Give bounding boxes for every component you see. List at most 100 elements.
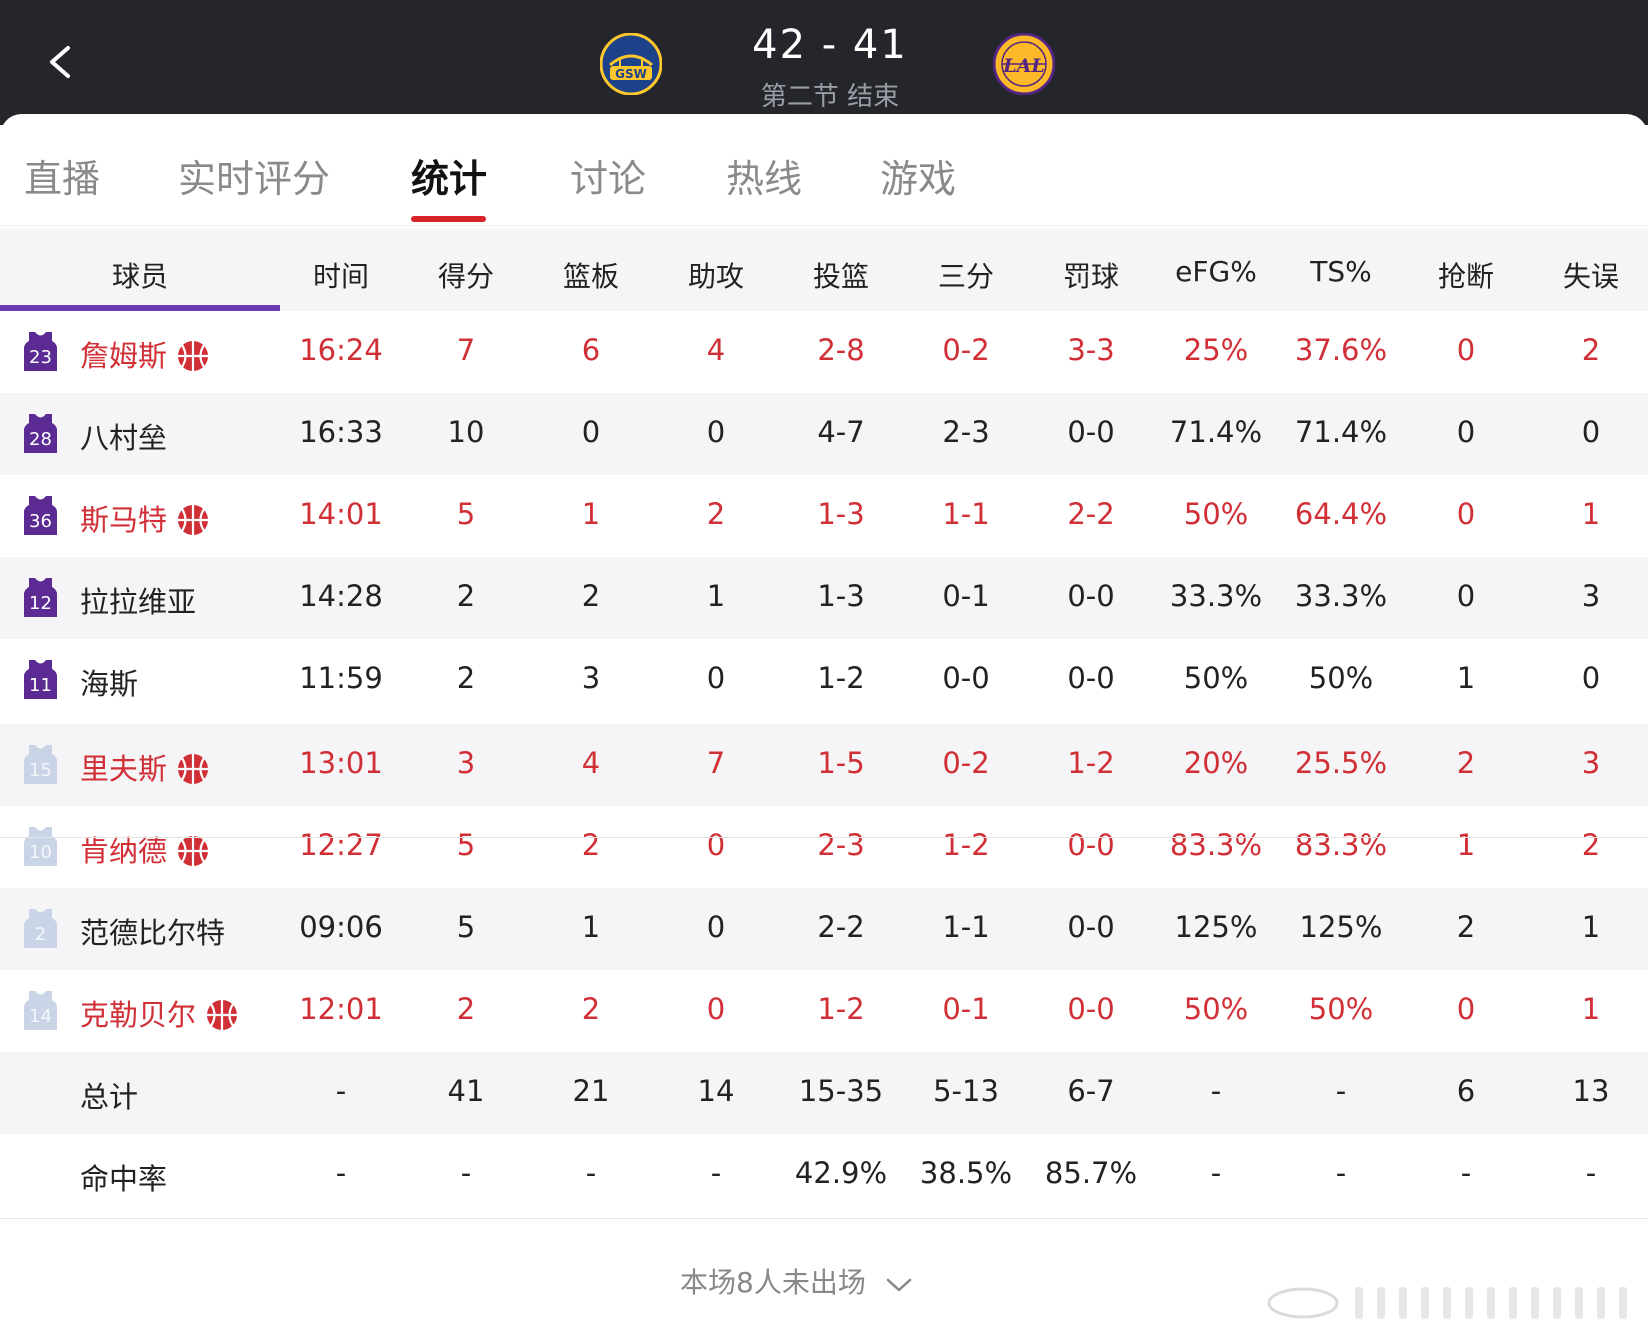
- lal-team-logo[interactable]: LAL: [992, 32, 1056, 96]
- stat-ts: 25.5%: [1294, 746, 1388, 780]
- header-turnovers[interactable]: 失误: [1562, 260, 1619, 293]
- stat-assists: 14: [697, 1074, 735, 1108]
- header-ts[interactable]: TS%: [1310, 255, 1372, 288]
- table-header: 球员 时间 得分 篮板 助攻 投篮 三分 罚球 eFG% TS% 抢断 失误: [0, 229, 1648, 311]
- chevron-down-icon: [885, 1268, 913, 1301]
- header-3pt[interactable]: 三分: [937, 260, 994, 293]
- stat-ts: 71.4%: [1294, 415, 1388, 449]
- table-row[interactable]: 2 范德比尔特 09:06 5 1 0 2-2 1-1 0-0 125% 125% 2 1: [0, 888, 1648, 970]
- header-points[interactable]: 得分: [437, 260, 494, 293]
- stat-points: 41: [447, 1074, 485, 1108]
- stat-3pt: 2-3: [942, 415, 990, 449]
- header-minutes[interactable]: 时间: [312, 260, 369, 293]
- player-name-text: 海斯: [80, 667, 139, 701]
- stat-minutes: 14:28: [299, 579, 383, 613]
- stat-minutes: -: [335, 1156, 347, 1190]
- header-player[interactable]: 球员: [111, 260, 168, 293]
- stat-rebounds: 4: [581, 746, 601, 780]
- tab-live[interactable]: 直播: [24, 157, 101, 201]
- svg-text:2: 2: [35, 924, 46, 945]
- stat-fg: 4-7: [817, 415, 865, 449]
- stat-3pt: 0-1: [942, 579, 990, 613]
- player-name[interactable]: 拉拉维亚: [80, 579, 196, 621]
- stat-points: 2: [456, 661, 476, 695]
- basketball-icon: [206, 999, 238, 1031]
- tab-stats[interactable]: 统计: [411, 157, 488, 201]
- svg-text:15: 15: [29, 760, 52, 781]
- player-name[interactable]: 海斯: [80, 661, 138, 703]
- back-icon[interactable]: [40, 40, 84, 84]
- footer-divider: [0, 1218, 1648, 1219]
- game-score: 42 - 41: [752, 22, 908, 68]
- stat-fg: 2-3: [817, 828, 865, 862]
- lal-logo-text: LAL: [1002, 55, 1044, 77]
- stat-ts: 64.4%: [1294, 497, 1388, 531]
- jersey-icon: 2: [23, 908, 58, 948]
- header-assists[interactable]: 助攻: [687, 260, 744, 293]
- player-name[interactable]: 斯马特: [80, 497, 209, 539]
- not-played-toggle[interactable]: 本场8人未出场: [680, 1261, 980, 1301]
- header-fg[interactable]: 投篮: [812, 260, 869, 293]
- stat-ts: 33.3%: [1294, 579, 1388, 613]
- stat-minutes: 11:59: [299, 661, 383, 695]
- stat-rebounds: 2: [581, 579, 601, 613]
- stat-efg: 50%: [1183, 661, 1249, 695]
- table-row[interactable]: 36 斯马特 14:01 5 1 2 1-3 1-1 2-2 50% 64.4% 0 1: [0, 475, 1648, 557]
- header-ft[interactable]: 罚球: [1062, 260, 1119, 293]
- tab-discussion[interactable]: 讨论: [570, 157, 647, 201]
- stat-fg: 1-2: [817, 661, 865, 695]
- stat-assists: 1: [706, 579, 726, 613]
- stat-minutes: 12:27: [299, 828, 383, 862]
- jersey-icon: 14: [23, 990, 58, 1030]
- stat-ts: 125%: [1299, 910, 1383, 944]
- header-efg[interactable]: eFG%: [1175, 255, 1257, 288]
- stat-steals: 0: [1456, 333, 1476, 367]
- player-name[interactable]: 范德比尔特: [80, 910, 225, 952]
- active-tab-indicator: [411, 216, 486, 222]
- player-name[interactable]: 詹姆斯: [80, 333, 209, 375]
- header-rebounds[interactable]: 篮板: [562, 260, 619, 293]
- table-row[interactable]: 11 海斯 11:59 2 3 0 1-2 0-0 0-0 50% 50% 1 0: [0, 639, 1648, 721]
- table-row[interactable]: 14 克勒贝尔 12:01 2 2 0 1-2 0-1 0-0 50% 50% 0 1: [0, 970, 1648, 1052]
- stat-ft: 0-0: [1067, 828, 1115, 862]
- stat-turnovers: 0: [1581, 661, 1601, 695]
- header-steals[interactable]: 抢断: [1437, 260, 1494, 293]
- table-row[interactable]: 12 拉拉维亚 14:28 2 2 1 1-3 0-1 0-0 33.3% 33.3% 0 3: [0, 557, 1648, 639]
- gsw-team-logo[interactable]: GSW: [599, 32, 663, 96]
- stat-turnovers: 0: [1581, 415, 1601, 449]
- table-row[interactable]: 28 八村垒 16:33 10 0 0 4-7 2-3 0-0 71.4% 71.4% 0 0: [0, 393, 1648, 475]
- stat-ft: 2-2: [1067, 497, 1115, 531]
- player-name[interactable]: 八村垒: [80, 415, 167, 457]
- basketball-icon: [177, 753, 209, 785]
- stat-minutes: 09:06: [299, 910, 383, 944]
- totals-row: 总计 - 41 21 14 15-35 5-13 6-7 - - 6 13: [0, 1052, 1648, 1134]
- stat-turnovers: 3: [1581, 579, 1601, 613]
- stat-steals: 0: [1456, 579, 1476, 613]
- stat-turnovers: 13: [1572, 1074, 1610, 1108]
- tab-live-rating[interactable]: 实时评分: [178, 157, 331, 201]
- stat-steals: 1: [1456, 828, 1476, 862]
- player-name[interactable]: 里夫斯: [80, 746, 209, 788]
- stat-efg: 83.3%: [1169, 828, 1263, 862]
- stat-efg: 20%: [1183, 746, 1249, 780]
- table-row[interactable]: 10 肯纳德 12:27 5 2 0 2-3 1-2 0-0 83.3% 83.3% 1 2: [0, 806, 1648, 888]
- stat-rebounds: 2: [581, 828, 601, 862]
- stat-assists: 7: [706, 746, 726, 780]
- player-name[interactable]: 克勒贝尔: [80, 992, 238, 1034]
- stat-assists: 0: [706, 828, 726, 862]
- table-row[interactable]: 15 里夫斯 13:01 3 4 7 1-5 0-2 1-2 20% 25.5% 2 3: [0, 724, 1648, 806]
- stat-efg: 33.3%: [1169, 579, 1263, 613]
- table-row[interactable]: 23 詹姆斯 16:24 7 6 4 2-8 0-2 3-3 25% 37.6% 0 2: [0, 311, 1648, 393]
- stat-steals: 2: [1456, 910, 1476, 944]
- stat-turnovers: 2: [1581, 828, 1601, 862]
- stat-rebounds: 0: [581, 415, 601, 449]
- stat-steals: 0: [1456, 415, 1476, 449]
- player-name[interactable]: 肯纳德: [80, 828, 209, 870]
- percentages-row-label: 命中率: [80, 1162, 168, 1196]
- stat-turnovers: -: [1585, 1156, 1597, 1190]
- tab-games[interactable]: 游戏: [880, 157, 957, 201]
- stat-fg: 1-3: [817, 497, 865, 531]
- tab-hotline[interactable]: 热线: [726, 157, 803, 201]
- stat-assists: 0: [706, 661, 726, 695]
- stat-fg: 2-8: [817, 333, 865, 367]
